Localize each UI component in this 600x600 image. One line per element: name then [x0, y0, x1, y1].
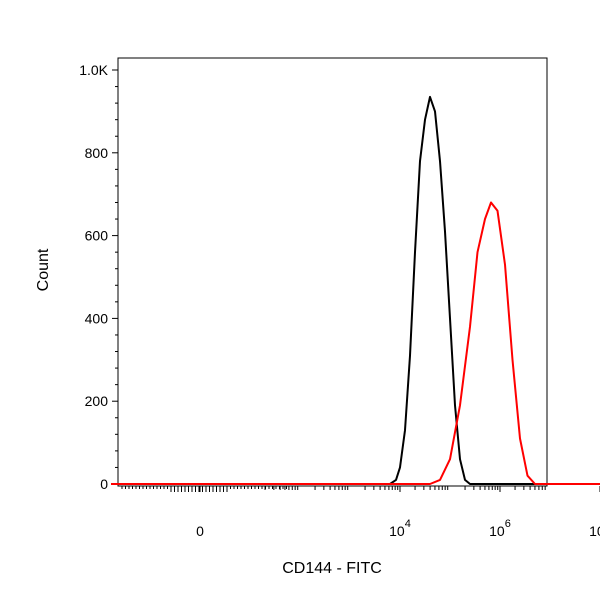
y-axis: 0 200 400 600 800 1.0K	[79, 62, 118, 492]
y-axis-title: Count	[35, 248, 52, 291]
x-axis: 0 104 106 108	[121, 486, 600, 539]
plot-frame	[117, 57, 548, 487]
x-tick-label: 106	[489, 518, 511, 539]
y-tick-label: 1.0K	[79, 62, 108, 78]
x-tick-label: 104	[389, 518, 411, 539]
series-line-1	[111, 201, 600, 485]
series-line-0	[111, 95, 600, 485]
series-layer	[111, 95, 600, 485]
x-tick-label: 0	[196, 523, 204, 539]
y-tick-label: 0	[100, 476, 108, 492]
y-tick-label: 600	[85, 228, 109, 244]
y-tick-label: 400	[85, 310, 109, 326]
x-tick-label: 108	[589, 518, 600, 539]
y-tick-label: 800	[85, 145, 109, 161]
y-tick-label: 200	[85, 393, 109, 409]
x-axis-title: CD144 - FITC	[282, 560, 382, 577]
